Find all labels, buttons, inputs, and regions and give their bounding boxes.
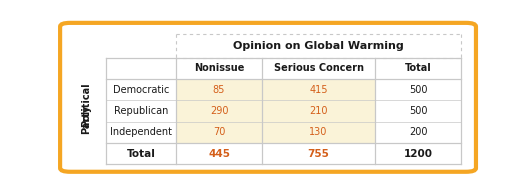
Bar: [176, 79, 375, 100]
Text: 200: 200: [409, 127, 427, 137]
Text: 755: 755: [308, 149, 329, 159]
Text: Nonissue: Nonissue: [194, 63, 244, 74]
Text: 130: 130: [310, 127, 328, 137]
Text: Political: Political: [81, 83, 90, 127]
Text: Opinion on Global Warming: Opinion on Global Warming: [233, 41, 404, 51]
Text: 500: 500: [409, 106, 427, 116]
Text: 500: 500: [409, 85, 427, 95]
Text: Party: Party: [81, 105, 90, 134]
Text: Total: Total: [405, 63, 431, 74]
Text: Republican: Republican: [114, 106, 168, 116]
Bar: [176, 100, 375, 122]
Text: Serious Concern: Serious Concern: [274, 63, 363, 74]
Text: 70: 70: [213, 127, 225, 137]
Bar: [176, 122, 375, 143]
Text: 1200: 1200: [404, 149, 433, 159]
Text: 445: 445: [208, 149, 230, 159]
Text: Democratic: Democratic: [113, 85, 169, 95]
Text: Total: Total: [127, 149, 155, 159]
Text: 210: 210: [309, 106, 328, 116]
FancyBboxPatch shape: [60, 23, 476, 172]
Text: 85: 85: [213, 85, 225, 95]
Text: 290: 290: [210, 106, 229, 116]
Text: 415: 415: [309, 85, 328, 95]
Text: Independent: Independent: [110, 127, 172, 137]
